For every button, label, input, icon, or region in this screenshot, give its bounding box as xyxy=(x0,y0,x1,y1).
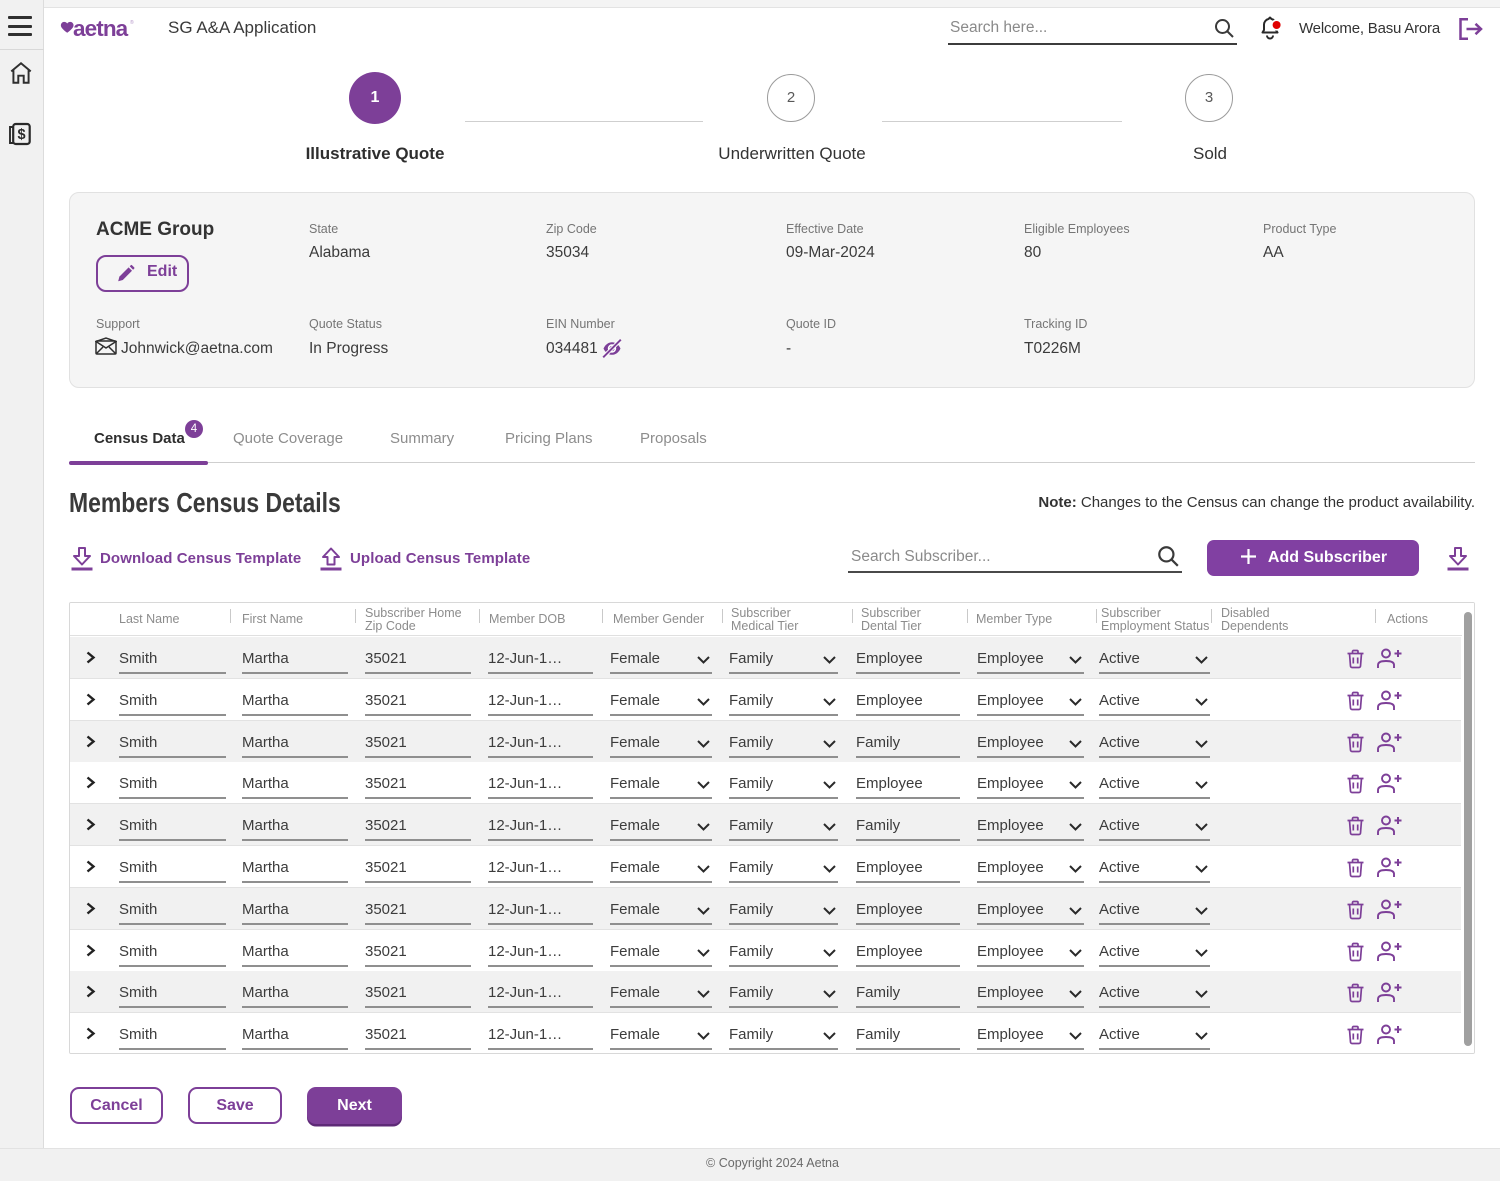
svg-text:®: ® xyxy=(130,19,134,26)
svg-text:aetna: aetna xyxy=(73,16,129,41)
svg-text:$: $ xyxy=(17,127,25,143)
